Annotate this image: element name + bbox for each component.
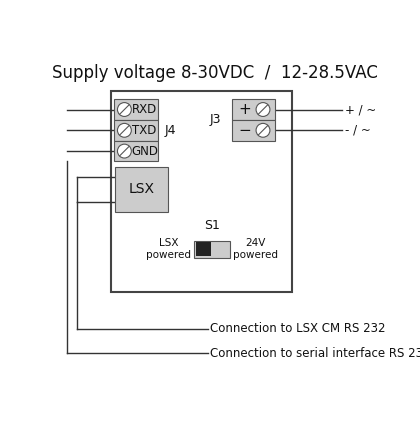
Circle shape bbox=[118, 144, 131, 158]
Bar bbox=[232, 120, 275, 141]
Bar bbox=[114, 120, 158, 141]
Text: 24V
powered: 24V powered bbox=[233, 239, 278, 260]
Bar bbox=[196, 243, 211, 256]
Bar bbox=[232, 99, 275, 120]
Text: +: + bbox=[238, 102, 251, 117]
Bar bbox=[194, 241, 230, 258]
Circle shape bbox=[118, 103, 131, 116]
Text: + / ~: + / ~ bbox=[345, 103, 376, 116]
Text: −: − bbox=[238, 123, 251, 138]
Text: Supply voltage 8-30VDC  /  12-28.5VAC: Supply voltage 8-30VDC / 12-28.5VAC bbox=[52, 64, 378, 82]
Text: LSX
powered: LSX powered bbox=[147, 239, 192, 260]
Text: J3: J3 bbox=[209, 113, 220, 127]
Text: Connection to LSX CM RS 232: Connection to LSX CM RS 232 bbox=[210, 322, 386, 335]
Text: RXD: RXD bbox=[132, 103, 157, 116]
Circle shape bbox=[256, 123, 270, 137]
Circle shape bbox=[118, 123, 131, 137]
Text: LSX: LSX bbox=[129, 182, 154, 196]
Text: TXD: TXD bbox=[132, 124, 157, 137]
Text: Connection to serial interface RS 232 (V24): Connection to serial interface RS 232 (V… bbox=[210, 347, 420, 360]
Text: J4: J4 bbox=[165, 124, 176, 137]
Text: S1: S1 bbox=[204, 219, 220, 232]
Bar bbox=[111, 91, 292, 292]
Bar bbox=[115, 167, 168, 212]
Text: - / ~: - / ~ bbox=[345, 124, 370, 137]
Bar bbox=[114, 141, 158, 161]
Bar bbox=[114, 99, 158, 120]
Circle shape bbox=[256, 103, 270, 116]
Text: GND: GND bbox=[131, 145, 158, 157]
